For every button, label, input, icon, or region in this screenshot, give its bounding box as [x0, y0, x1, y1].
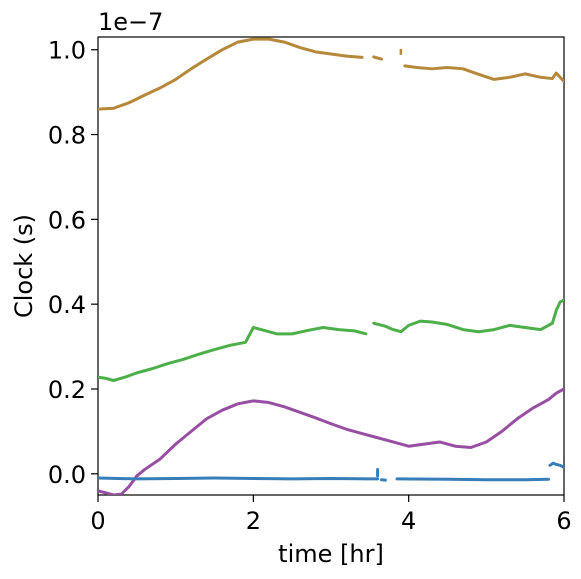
x-tick-label: 2	[246, 507, 261, 535]
y-tick-label: 0.4	[48, 291, 86, 319]
series-segment	[372, 298, 564, 334]
series-segment	[395, 477, 550, 482]
series-line	[98, 37, 564, 111]
series-segment	[98, 37, 364, 111]
x-axis: 0 2 4 6	[90, 495, 572, 535]
series-line	[98, 387, 564, 495]
x-axis-title: time [hr]	[278, 540, 384, 568]
series-segment	[98, 387, 564, 495]
y-multiplier: 1e−7	[98, 8, 163, 36]
series-segment	[98, 325, 368, 382]
y-tick-label: 0.6	[48, 206, 86, 234]
y-tick-label: 1.0	[48, 37, 86, 65]
series-segment	[98, 476, 380, 481]
y-tick-label: 0.0	[48, 461, 86, 489]
x-tick-label: 6	[556, 507, 571, 535]
x-tick-label: 0	[90, 507, 105, 535]
y-axis-title: Clock (s)	[10, 214, 38, 318]
series-segment	[372, 55, 383, 61]
series-line	[98, 298, 564, 382]
y-tick-label: 0.8	[48, 122, 86, 150]
y-tick-label: 0.2	[48, 376, 86, 404]
y-axis: 0.0 0.2 0.4 0.6 0.8 1.0	[48, 37, 98, 489]
x-tick-label: 4	[401, 507, 416, 535]
series-line	[98, 461, 564, 482]
plot-area	[97, 36, 565, 496]
series-segment	[548, 461, 564, 469]
series-segment	[403, 64, 564, 84]
series-layer	[98, 37, 564, 495]
plot-frame	[97, 36, 565, 496]
